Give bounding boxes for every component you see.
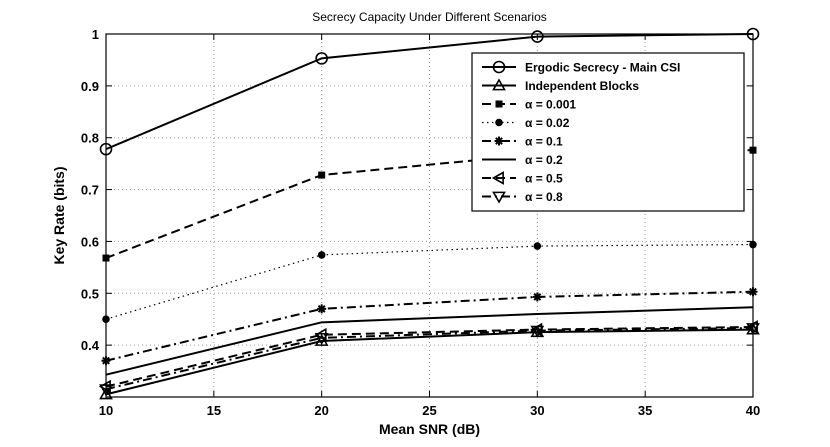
data-point bbox=[99, 387, 113, 400]
y-tick-label: 1 bbox=[92, 27, 99, 42]
legend-label: α = 0.1 bbox=[525, 135, 563, 149]
y-axis-label: Key Rate (bits) bbox=[51, 166, 67, 264]
x-tick-label: 20 bbox=[314, 403, 328, 418]
data-point bbox=[531, 30, 544, 43]
legend-item-7: α = 0.8 bbox=[482, 190, 563, 204]
legend-item-2: α = 0.001 bbox=[482, 98, 576, 112]
y-tick-label: 0.5 bbox=[81, 286, 99, 301]
tick-labels: 10 15 20 25 30 35 40 0.4 0.5 0.6 0.7 0.8 0.9 1 bbox=[81, 27, 760, 418]
legend-label: Independent Blocks bbox=[525, 79, 639, 93]
series-line bbox=[105, 327, 754, 391]
legend-label: α = 0.2 bbox=[525, 153, 563, 167]
legend-item-5: α = 0.2 bbox=[482, 153, 563, 167]
legend-label: α = 0.02 bbox=[525, 116, 570, 130]
legend-item-4: α = 0.1 bbox=[482, 135, 563, 149]
data-point bbox=[314, 332, 329, 345]
x-tick-label: 15 bbox=[207, 403, 221, 418]
legend-box bbox=[471, 52, 745, 212]
x-tick-label: 30 bbox=[530, 403, 544, 418]
series-line bbox=[105, 328, 754, 396]
y-tick-label: 0.8 bbox=[81, 131, 99, 146]
chart-title: Secrecy Capacity Under Different Scenari… bbox=[312, 10, 547, 24]
data-point bbox=[533, 242, 542, 250]
star-stroke bbox=[533, 293, 542, 301]
legend-item-1: Independent Blocks bbox=[482, 78, 639, 93]
data-point bbox=[495, 118, 503, 127]
series-line bbox=[105, 290, 754, 362]
x-axis-label: Mean SNR (dB) bbox=[379, 421, 480, 437]
data-point bbox=[491, 171, 504, 185]
data-point bbox=[532, 292, 542, 302]
data-point bbox=[317, 251, 326, 259]
series-line bbox=[105, 149, 754, 259]
data-point bbox=[315, 52, 328, 65]
series-line bbox=[105, 306, 754, 376]
legend-label: α = 0.8 bbox=[525, 190, 563, 204]
data-point bbox=[492, 191, 506, 204]
data-point bbox=[494, 136, 504, 146]
series-6 bbox=[98, 320, 758, 394]
x-tick-label: 10 bbox=[99, 403, 113, 418]
plot-frame bbox=[105, 33, 754, 398]
data-point bbox=[492, 60, 506, 74]
x-tick-label: 40 bbox=[746, 403, 760, 418]
data-point bbox=[492, 78, 506, 91]
y-tick-label: 0.7 bbox=[81, 183, 99, 198]
y-tick-label: 0.4 bbox=[81, 338, 100, 353]
data-point bbox=[317, 304, 327, 314]
legend-label: α = 0.001 bbox=[525, 98, 576, 112]
data-point bbox=[495, 100, 503, 108]
legend-item-3: α = 0.02 bbox=[482, 116, 570, 130]
legend-item-6: α = 0.5 bbox=[482, 171, 563, 186]
x-tick-label: 35 bbox=[638, 403, 652, 418]
star-stroke bbox=[317, 304, 326, 313]
series-line bbox=[105, 325, 754, 388]
data-point bbox=[530, 325, 545, 338]
legend-label: Ergodic Secrecy - Main CSI bbox=[525, 61, 680, 75]
legend-item-0: Ergodic Secrecy - Main CSI bbox=[482, 61, 680, 75]
legend-label: α = 0.5 bbox=[525, 172, 563, 186]
y-tick-label: 0.6 bbox=[81, 234, 99, 249]
legend: Ergodic Secrecy - Main CSI Independent Bl… bbox=[471, 52, 745, 212]
y-tick-label: 0.9 bbox=[81, 79, 99, 94]
series-5 bbox=[105, 306, 754, 376]
series-line bbox=[105, 243, 754, 320]
star-stroke bbox=[495, 137, 503, 145]
data-point bbox=[318, 171, 326, 179]
series-7 bbox=[99, 323, 760, 397]
x-tick-label: 25 bbox=[422, 403, 436, 418]
